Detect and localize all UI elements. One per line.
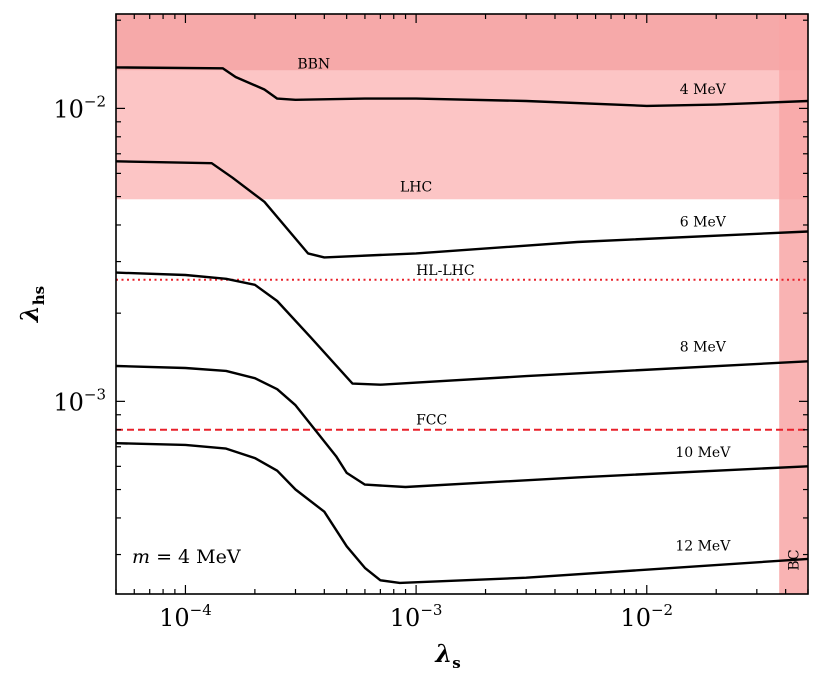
x-tick-label: 10−2 <box>620 601 673 632</box>
limit-label-hl-lhc: HL-LHC <box>416 263 474 279</box>
plot-frame <box>115 13 809 595</box>
series-label-4-mev: 4 MeV <box>680 82 727 98</box>
x-axis-title: λs <box>434 639 460 672</box>
x-tick-label-base: 10 <box>390 604 421 632</box>
x-tick-label-exponent: −3 <box>420 601 442 619</box>
y-tick-label-base: 10 <box>53 95 84 123</box>
series-line-6-mev <box>116 160 808 259</box>
series-line-10-mev <box>116 364 808 489</box>
series-line-12-mev <box>116 442 808 585</box>
y-tick-label: 10−2 <box>53 92 106 123</box>
limit-lines <box>116 278 808 431</box>
annotation-value: = 4 MeV <box>150 546 241 568</box>
x-tick-label: 10−3 <box>390 601 443 632</box>
y-tick-label-exponent: −3 <box>84 385 106 403</box>
x-tick-label-exponent: −2 <box>651 601 673 619</box>
x-tick-label-exponent: −4 <box>190 601 212 619</box>
annotation-variable: m <box>132 546 150 568</box>
series-lines <box>116 66 808 585</box>
x-tick-label: 10−4 <box>159 601 212 632</box>
region-label-lhc: LHC <box>400 180 432 196</box>
series-label-12-mev: 12 MeV <box>675 538 731 554</box>
annotation-text: m = 4 MeV <box>132 546 241 568</box>
y-axis-title: λhs <box>15 286 48 323</box>
limit-label-fcc: FCC <box>416 413 447 429</box>
series-line-4-mev <box>116 66 808 108</box>
series-label-6-mev: 6 MeV <box>680 215 727 231</box>
x-tick-label-base: 10 <box>620 604 651 632</box>
y-axis-title-symbol: λ <box>15 305 44 323</box>
series-label-8-mev: 8 MeV <box>680 339 727 355</box>
y-axis-title-subscript: hs <box>30 286 48 305</box>
x-axis-title-symbol: λ <box>434 639 452 668</box>
y-tick-label: 10−3 <box>53 385 106 416</box>
y-tick-label-exponent: −2 <box>84 92 106 110</box>
series-label-10-mev: 10 MeV <box>675 445 731 461</box>
region-bc <box>779 14 808 594</box>
x-axis-title-subscript: s <box>452 654 460 672</box>
x-tick-label-base: 10 <box>159 604 190 632</box>
axis-ticks <box>115 14 809 594</box>
region-label-bbn: BBN <box>297 56 330 72</box>
y-tick-label-base: 10 <box>53 388 84 416</box>
region-label-bc: BC <box>787 549 803 570</box>
shaded-regions <box>116 14 808 594</box>
series-line-8-mev <box>116 271 808 386</box>
